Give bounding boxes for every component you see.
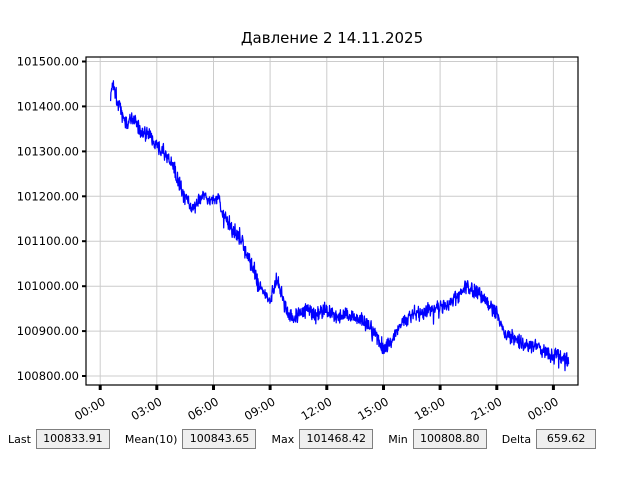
y-tick-label: 101500.00 xyxy=(17,55,79,69)
x-tick-label: 09:00 xyxy=(242,394,278,423)
stats-row: Last 100833.91 Mean(10) 100843.65 Max 10… xyxy=(8,429,636,449)
y-tick-label: 101400.00 xyxy=(17,99,79,113)
y-tick-label: 101200.00 xyxy=(17,189,79,203)
pressure-chart-plot: 100800.00 100900.00 101000.00 101100.00 1012… xyxy=(17,55,579,423)
stat-min-value: 100808.80 xyxy=(412,429,487,449)
y-tick-label: 101100.00 xyxy=(17,234,79,248)
x-tick-label: 12:00 xyxy=(299,394,335,423)
x-tick-label: 00:00 xyxy=(72,394,108,423)
x-tick-label: 00:00 xyxy=(525,394,561,423)
stat-min-label: Min xyxy=(388,432,408,446)
x-tick-label: 18:00 xyxy=(412,394,448,423)
stat-max-value: 101468.42 xyxy=(299,429,374,449)
x-tick-label: 03:00 xyxy=(129,394,165,423)
stat-mean: Mean(10) 100843.65 xyxy=(125,429,257,449)
stat-last: Last 100833.91 xyxy=(8,429,110,449)
y-tick-label: 101000.00 xyxy=(17,279,79,293)
y-tick-label: 101300.00 xyxy=(17,144,79,158)
stat-last-label: Last xyxy=(8,432,31,446)
y-tick-label: 100800.00 xyxy=(17,369,79,383)
stat-delta: Delta 659.62 xyxy=(501,429,597,449)
y-tick-label: 100900.00 xyxy=(17,324,79,338)
stat-last-value: 100833.91 xyxy=(35,429,110,449)
stat-max: Max 101468.42 xyxy=(271,429,374,449)
plot-border xyxy=(85,56,579,386)
stat-min: Min 100808.80 xyxy=(388,429,487,449)
stat-mean-label: Mean(10) xyxy=(124,432,178,446)
stat-delta-value: 659.62 xyxy=(536,429,597,449)
x-tick-label: 21:00 xyxy=(469,394,505,423)
x-tick-label: 15:00 xyxy=(355,394,391,423)
stat-max-label: Max xyxy=(271,432,295,446)
stat-mean-value: 100843.65 xyxy=(182,429,257,449)
pressure-series-line xyxy=(109,80,570,372)
stat-delta-label: Delta xyxy=(501,432,532,446)
chart-title: Давление 2 14.11.2025 xyxy=(240,29,424,47)
x-tick-label: 06:00 xyxy=(185,394,221,423)
